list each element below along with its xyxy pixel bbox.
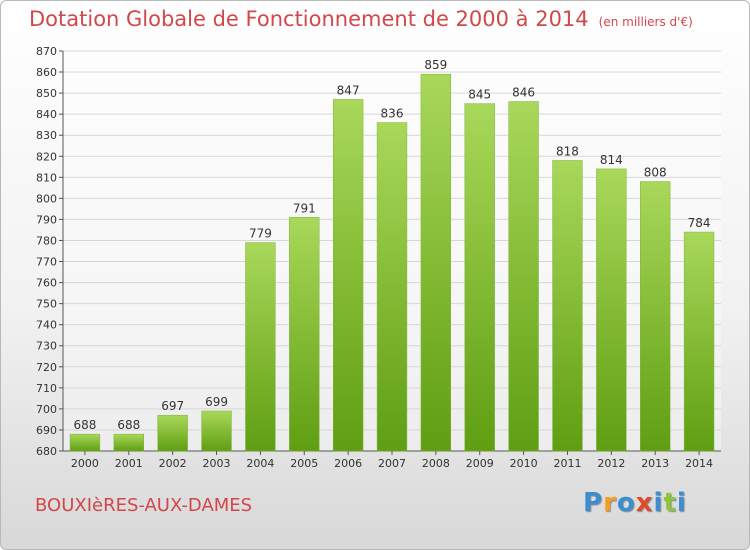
x-tick-label: 2009 [466,457,494,470]
y-tick-label: 730 [36,340,57,353]
bar [464,103,495,452]
x-tick-label: 2014 [685,457,713,470]
bar [640,181,671,452]
bar [201,410,232,452]
bar-value-label: 697 [161,399,184,413]
y-tick-label: 710 [36,382,57,395]
logo-letter: i [653,488,664,518]
bar-value-label: 784 [688,216,711,230]
x-tick-label: 2006 [334,457,362,470]
chart-title-text: Dotation Globale de Fonctionnement de 20… [29,7,589,31]
town-name: BOUXIèRES-AUX-DAMES [35,495,253,516]
y-tick-label: 860 [36,66,57,79]
bar [157,414,188,452]
x-tick-label: 2005 [290,457,318,470]
y-tick-label: 690 [36,424,57,437]
x-tick-label: 2007 [378,457,406,470]
y-tick-label: 780 [36,234,57,247]
bar-value-label: 846 [512,86,535,100]
y-tick-label: 850 [36,87,57,100]
chart-title: Dotation Globale de Fonctionnement de 20… [29,7,693,31]
bar [420,73,452,452]
y-tick-label: 750 [36,298,57,311]
x-tick-label: 2003 [203,457,231,470]
bar [508,101,539,452]
bar [332,99,364,452]
bar-value-label: 845 [468,88,491,102]
bar [289,217,320,452]
bar [552,160,583,452]
x-tick-label: 2013 [641,457,669,470]
y-tick-label: 820 [36,150,57,163]
bar-value-label: 791 [293,201,316,215]
bar-value-label: 688 [117,418,140,432]
logo-letter: t [663,488,677,518]
bar-value-label: 814 [600,153,623,167]
x-tick-label: 2004 [246,457,274,470]
y-tick-label: 700 [36,403,57,416]
bar-value-label: 847 [337,83,360,97]
bar-value-label: 808 [644,166,667,180]
bar-value-label: 688 [73,418,96,432]
bar [245,242,276,452]
y-tick-label: 770 [36,256,57,269]
x-tick-label: 2010 [510,457,538,470]
y-tick-label: 740 [36,319,57,332]
y-tick-label: 680 [36,445,57,458]
y-tick-label: 760 [36,277,57,290]
bar [69,433,101,452]
bar [596,168,627,452]
bar-value-label: 818 [556,144,579,158]
x-tick-label: 2001 [115,457,143,470]
bar-value-label: 699 [205,395,228,409]
bar-value-label: 859 [424,58,447,72]
x-tick-label: 2000 [71,457,99,470]
logo-letter: P [583,488,604,518]
y-tick-label: 810 [36,171,57,184]
logo-letter: o [616,488,636,518]
bar-value-label: 836 [381,107,404,121]
bar-value-label: 779 [249,227,272,241]
x-tick-label: 2002 [159,457,187,470]
y-tick-label: 840 [36,108,57,121]
logo-letter: x [635,488,654,518]
y-tick-label: 790 [36,213,57,226]
bar [376,122,408,452]
y-tick-label: 870 [36,45,57,58]
y-tick-label: 830 [36,129,57,142]
logo-letter: i [676,488,687,518]
logo-letter: r [603,488,617,518]
x-tick-label: 2012 [597,457,625,470]
bar [113,433,144,452]
x-tick-label: 2008 [422,457,450,470]
proxiti-logo: Proxiti [583,488,687,518]
bar [683,231,715,452]
y-tick-label: 720 [36,361,57,374]
y-tick-label: 800 [36,192,57,205]
chart-unit: (en milliers d'€) [598,15,693,29]
x-tick-label: 2011 [553,457,581,470]
